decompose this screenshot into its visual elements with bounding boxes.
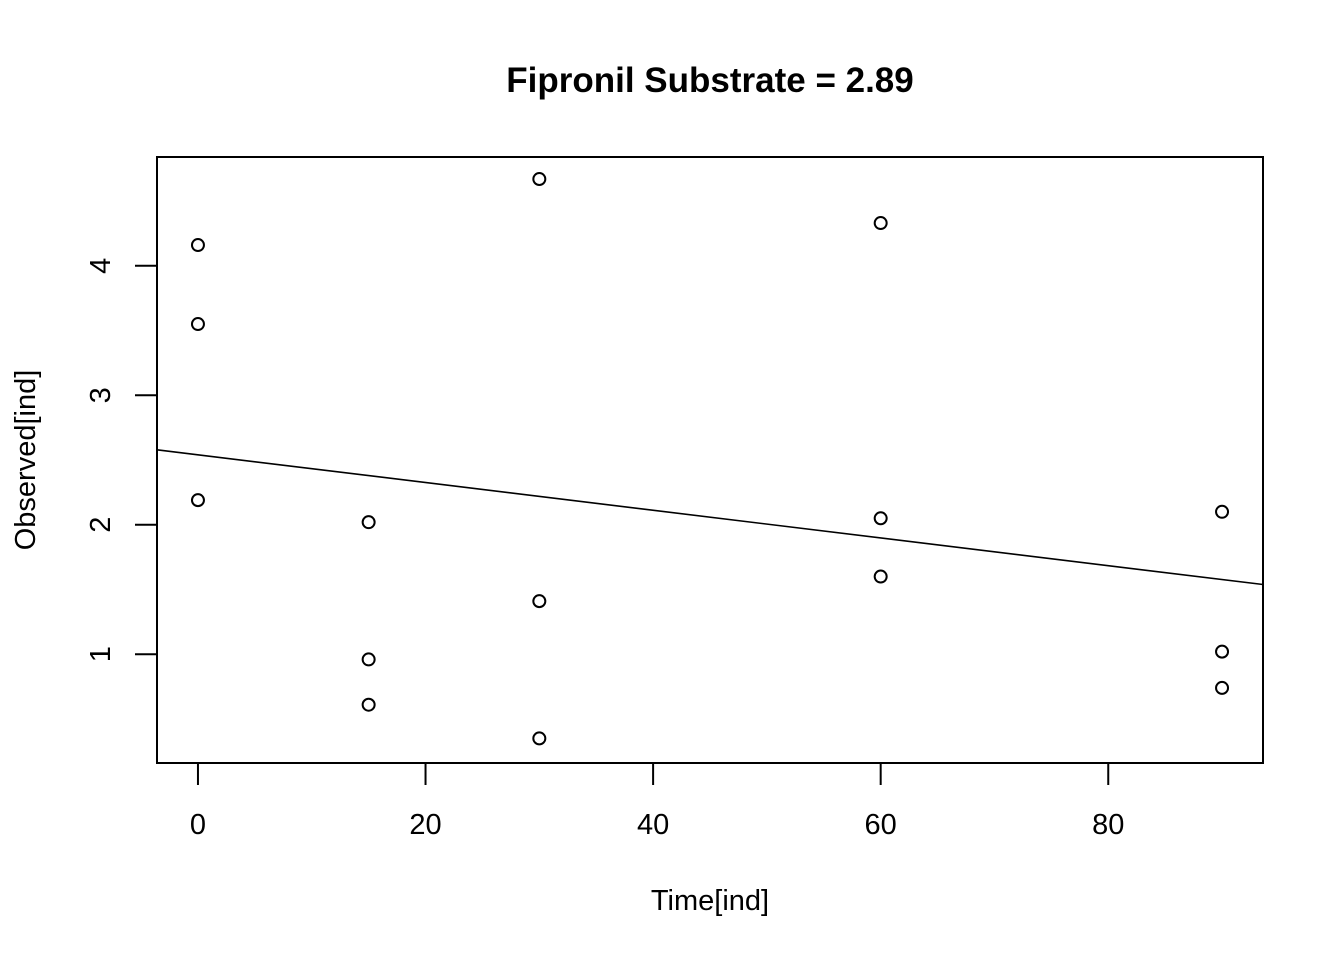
y-axis: 1 2 3 4 xyxy=(85,258,158,662)
data-point xyxy=(532,731,547,746)
data-point xyxy=(873,511,888,526)
x-axis-label: Time[ind] xyxy=(651,885,769,917)
data-point xyxy=(532,172,547,187)
plot-area-frame xyxy=(156,156,1264,764)
regression-line xyxy=(156,449,1264,586)
fit-line-layer xyxy=(156,449,1264,586)
y-tick-label: 4 xyxy=(85,258,117,274)
data-point xyxy=(873,569,888,584)
data-point xyxy=(361,652,376,667)
data-point xyxy=(190,493,205,508)
data-point xyxy=(1215,644,1230,659)
y-axis-label: Observed[ind] xyxy=(10,370,42,551)
data-point xyxy=(190,238,205,253)
data-points xyxy=(190,172,1230,746)
data-point xyxy=(190,317,205,332)
data-point xyxy=(361,515,376,530)
data-point xyxy=(532,594,547,609)
x-tick-label: 80 xyxy=(1092,809,1124,841)
y-tick-label: 3 xyxy=(85,387,117,403)
chart-title: Fipronil Substrate = 2.89 xyxy=(506,61,913,100)
data-point xyxy=(1215,680,1230,695)
data-point xyxy=(873,216,888,231)
x-tick-label: 0 xyxy=(190,809,206,841)
x-tick-label: 40 xyxy=(637,809,669,841)
x-tick-label: 60 xyxy=(865,809,897,841)
y-tick-label: 2 xyxy=(85,517,117,533)
y-tick-label: 1 xyxy=(85,646,117,662)
x-axis: 0 20 40 60 80 xyxy=(190,762,1124,841)
data-point xyxy=(1215,504,1230,519)
data-point xyxy=(361,697,376,712)
x-tick-label: 20 xyxy=(409,809,441,841)
